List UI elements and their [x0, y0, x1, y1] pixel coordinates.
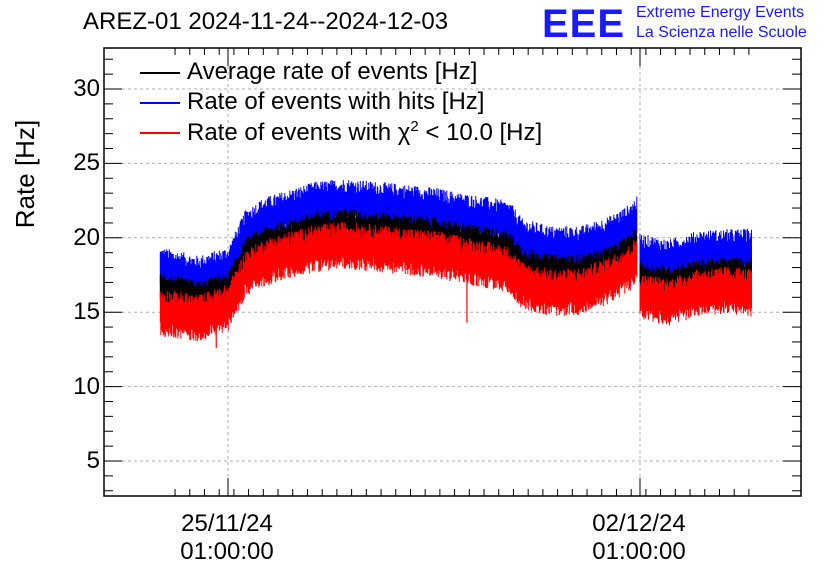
- legend-item: Rate of events with χ2 < 10.0 [Hz]: [140, 118, 600, 148]
- legend-item: Average rate of events [Hz]: [140, 58, 600, 88]
- y-tick-label: 30: [73, 75, 100, 102]
- brand-line-2: La Scienza nelle Scuole: [636, 24, 807, 41]
- legend-label-post: < 10.0 [Hz]: [418, 119, 543, 146]
- y-tick-label: 10: [73, 373, 100, 400]
- chart-title: AREZ-01 2024-11-24--2024-12-03: [83, 8, 449, 35]
- axis-ticks: [104, 48, 801, 496]
- y-tick-label: 15: [73, 298, 100, 325]
- brand-text: Extreme Energy Events La Scienza nelle S…: [636, 3, 807, 43]
- y-axis-label: Rate [Hz]: [4, 120, 40, 228]
- x-tick-time: 01:00:00: [592, 538, 686, 565]
- x-tick-label: 02/12/24 01:00:00: [559, 510, 719, 566]
- y-tick-label: 5: [86, 447, 100, 474]
- x-tick-label: 25/11/24 01:00:00: [147, 510, 307, 566]
- legend-label: Rate of events with χ2 < 10.0 [Hz]: [187, 118, 542, 147]
- legend-label-chi: χ: [397, 119, 411, 146]
- brand-line-1: Extreme Energy Events: [636, 4, 805, 21]
- series-0-segment-0: [159, 180, 638, 302]
- legend-swatch-red: [140, 132, 180, 134]
- series-layer: [159, 180, 752, 348]
- legend-label: Rate of events with hits [Hz]: [187, 88, 485, 115]
- legend-swatch-blue: [140, 102, 180, 104]
- legend-label-sup: 2: [410, 118, 419, 135]
- eee-logo: EEE: [542, 2, 626, 46]
- series-0-segment-1: [639, 229, 752, 285]
- series-2-segment-1: [639, 266, 752, 326]
- legend-item: Rate of events with hits [Hz]: [140, 88, 600, 118]
- x-tick-time: 01:00:00: [180, 538, 274, 565]
- x-tick-date: 25/11/24: [181, 510, 273, 537]
- legend-label-pre: Rate of events with: [187, 119, 398, 146]
- plot-frame: [103, 47, 802, 497]
- y-axis-label-text: Rate [Hz]: [10, 119, 40, 229]
- series-2-segment-0: [159, 222, 638, 341]
- x-tick-date: 02/12/24: [592, 510, 686, 537]
- y-tick-label: 25: [73, 149, 100, 176]
- legend-label: Average rate of events [Hz]: [187, 58, 478, 85]
- legend-swatch-black: [140, 72, 180, 74]
- y-tick-label: 20: [73, 224, 100, 251]
